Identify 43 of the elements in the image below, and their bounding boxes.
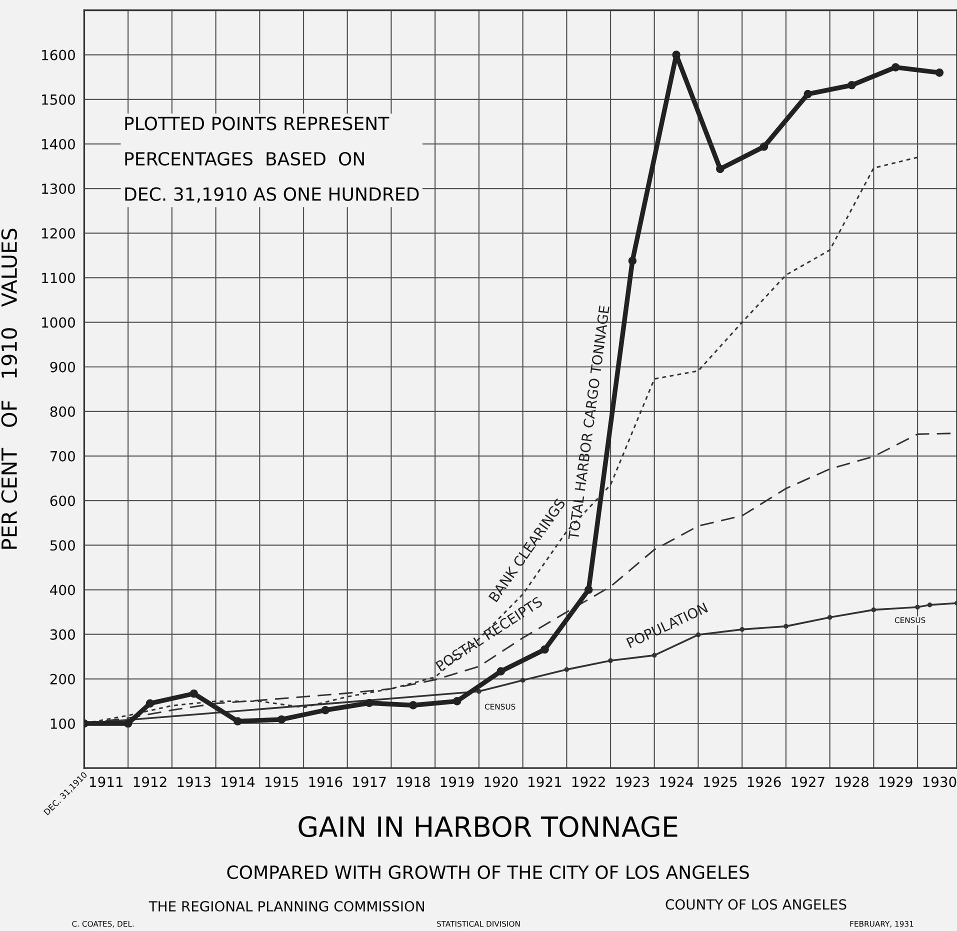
x-tick-label: 1927 — [792, 776, 824, 788]
x-tick-label: 1914 — [222, 776, 255, 788]
y-tick-label: 500 — [50, 540, 75, 551]
y-tick-label: 1000 — [42, 317, 75, 328]
y-tick-label: 1400 — [42, 138, 75, 150]
text: THE REGIONAL PLANNING COMMISSION — [148, 901, 424, 912]
x-tick-label: 1917 — [353, 776, 386, 788]
x-tick-label: 1930 — [923, 776, 956, 788]
x-tick-label: 1915 — [265, 776, 298, 788]
x-tick-label: 1913 — [178, 776, 210, 788]
y-tick-label: 1300 — [42, 184, 75, 194]
x-tick-label: 1918 — [397, 776, 430, 788]
y-tick-label: 1600 — [42, 50, 75, 60]
text: COUNTY OF LOS ANGELES — [666, 899, 846, 910]
x-tick-label: 1928 — [836, 776, 868, 788]
y-tick-label: 400 — [50, 584, 75, 596]
y-tick-label: 1100 — [42, 272, 75, 284]
y-axis-title: PER CENT OF 1910 VALUES — [1, 228, 18, 549]
x-tick-label: 1920 — [484, 776, 518, 788]
x-tick-label: 1924 — [660, 776, 694, 788]
text: TOTAL HARBOR CARGO TONNAGE — [568, 305, 610, 540]
y-tick-label: 600 — [50, 496, 75, 506]
annotation: PLOTTED POINTS REPRESENT PERCENTAGES BASED ON DEC. 31,1910 AS ONE HUNDRED — [125, 116, 419, 203]
x-tick-label: 1919 — [440, 776, 474, 788]
x-tick-label: 1912 — [134, 776, 166, 788]
text: COMPARED WITH GROWTH OF THE CITY OF LOS ANGELES — [227, 865, 749, 880]
y-tick-label: 900 — [50, 362, 75, 372]
x-tick-label: 1929 — [879, 776, 912, 788]
y-tick-label: 1200 — [42, 228, 75, 239]
x-tick-label: 1916 — [309, 776, 342, 788]
x-tick-label: 1922 — [572, 776, 605, 788]
x-tick-label: 1926 — [748, 776, 781, 788]
y-tick-label: 100 — [50, 718, 75, 729]
text: GAIN IN HARBOR TONNAGE — [298, 816, 678, 838]
x-tick-label: 1921 — [528, 776, 562, 788]
y-tick-label: 200 — [50, 674, 75, 684]
y-tick-label: 1500 — [42, 94, 75, 105]
y-tick-label: 800 — [50, 406, 75, 417]
x-tick-label: 1925 — [704, 776, 737, 788]
y-tick-label: 300 — [50, 629, 75, 640]
y-tick-label: 700 — [50, 450, 75, 462]
x-tick-label: 1911 — [90, 776, 123, 788]
x-tick-label: 1923 — [616, 776, 650, 788]
